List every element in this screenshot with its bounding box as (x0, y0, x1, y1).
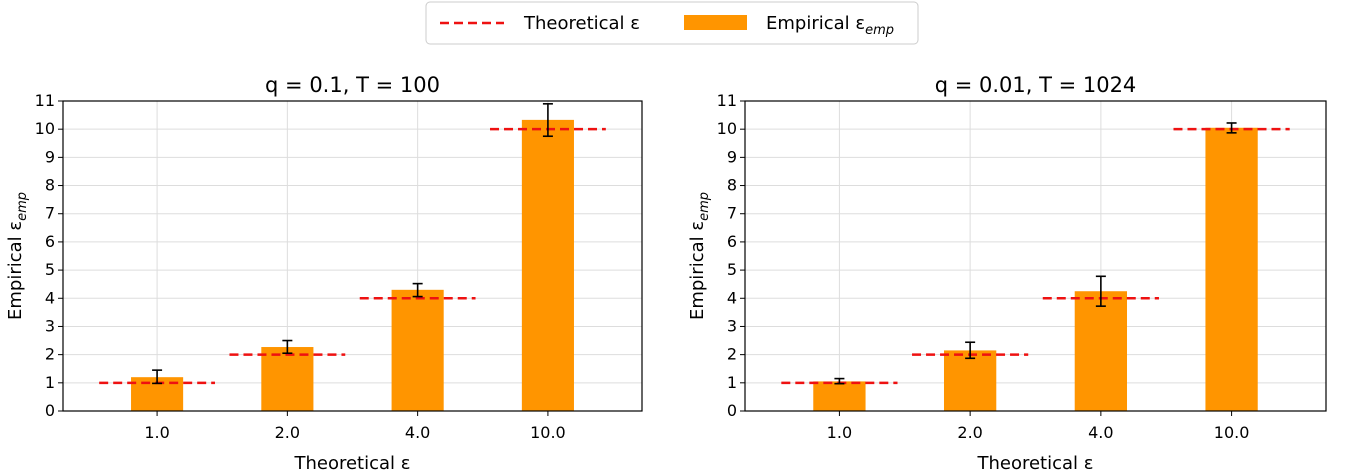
y-tick-label: 1 (727, 373, 737, 392)
y-tick-label: 2 (727, 345, 737, 364)
x-tick-label: 4.0 (405, 423, 430, 442)
y-tick-label: 3 (727, 316, 737, 335)
bar (1074, 291, 1128, 411)
legend-empirical-sub: emp (865, 23, 894, 38)
y-tick-label: 4 (727, 288, 737, 307)
legend-empirical-label: Empirical εemp (766, 13, 894, 38)
y-tick-label: 8 (45, 176, 55, 195)
y-tick-label: 6 (45, 232, 55, 251)
y-tick-label: 5 (727, 260, 737, 279)
x-tick-label: 1.0 (827, 423, 852, 442)
y-tick-label: 0 (727, 401, 737, 420)
plot-frame (62, 100, 643, 412)
legend-theoretical-label: Theoretical ε (523, 13, 640, 34)
y-tick-label: 9 (727, 147, 737, 166)
y-axis-label-sub: emp (15, 192, 30, 221)
y-tick-label: 8 (727, 176, 737, 195)
y-axis-label-main: Empirical ε (687, 221, 708, 320)
chart-title: q = 0.1, T = 100 (265, 73, 440, 97)
chart-title: q = 0.01, T = 1024 (935, 73, 1137, 97)
y-tick-label: 11 (35, 91, 55, 110)
bar (1205, 127, 1258, 411)
bar (813, 381, 866, 411)
y-tick-label: 5 (45, 260, 55, 279)
chart-panel-right: 0 1 2 3 4 5 6 7 8 9 10 11 1.0 2.0 4.0 10.0 q = 0.01, T =… (687, 73, 1327, 474)
x-tick-label: 10.0 (1214, 423, 1250, 442)
legend-empirical-swatch (684, 15, 747, 30)
x-tick-label: 2.0 (275, 423, 300, 442)
x-tick-label: 1.0 (144, 423, 169, 442)
bar (943, 350, 997, 411)
y-tick-label: 7 (727, 204, 737, 223)
y-tick-label: 11 (717, 91, 737, 110)
chart-panel-left: 0 1 2 3 4 5 6 7 8 9 10 11 1.0 2.0 4.0 10.0 q = 0.1, T = … (5, 73, 643, 474)
y-tick-label: 2 (45, 345, 55, 364)
x-axis-label: Theoretical ε (293, 453, 410, 474)
legend-frame (425, 1, 919, 45)
y-tick-label: 4 (45, 288, 55, 307)
x-tick-label: 2.0 (957, 423, 982, 442)
y-tick-label: 7 (45, 204, 55, 223)
y-tick-label: 3 (45, 316, 55, 335)
y-axis-label: Empirical εemp (5, 192, 30, 320)
x-tick-label: 4.0 (1088, 423, 1113, 442)
y-tick-label: 6 (727, 232, 737, 251)
plot-frame (744, 100, 1327, 412)
y-tick-label: 10 (717, 119, 737, 138)
legend-empirical-main: Empirical ε (766, 13, 865, 34)
y-axis-label: Empirical εemp (687, 192, 712, 320)
y-tick-label: 1 (45, 373, 55, 392)
y-tick-label: 9 (45, 147, 55, 166)
y-axis-label-main: Empirical ε (5, 221, 26, 320)
bar (521, 119, 574, 411)
x-axis-label: Theoretical ε (976, 453, 1093, 474)
bar (261, 347, 314, 411)
legend: Theoretical ε Empirical εemp (425, 1, 919, 45)
y-tick-label: 0 (45, 401, 55, 420)
bar (391, 289, 444, 411)
y-tick-label: 10 (35, 119, 55, 138)
x-tick-label: 10.0 (530, 423, 566, 442)
y-axis-label-sub: emp (697, 192, 712, 221)
